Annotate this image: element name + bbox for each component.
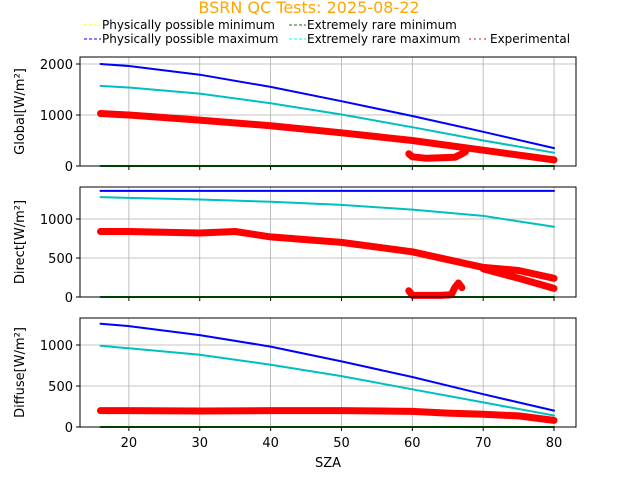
panel-diffuse: 0 500 1000 20 30 40 50 60 70 80 Diffuse[W/m²] [13, 317, 577, 451]
series-experimental-secondary [405, 279, 466, 299]
x-tick-label: 40 [262, 436, 279, 451]
legend-label: Extremely rare minimum [307, 18, 457, 32]
legend-label: Physically possible maximum [102, 32, 278, 46]
y-tick-label: 2000 [40, 58, 73, 73]
y-tick-label: 500 [48, 380, 73, 395]
y-axis-label: Direct[W/m²] [13, 200, 28, 284]
series-extremely-rare-maximum [99, 84, 555, 154]
x-tick-label: 60 [404, 436, 421, 451]
x-axis-label: SZA [315, 456, 341, 471]
legend-label: Extremely rare maximum [307, 32, 460, 46]
series-experimental-secondary [405, 148, 469, 162]
series-extremely-rare-maximum [99, 344, 555, 417]
axes-frame [79, 317, 577, 428]
y-tick-label: 500 [48, 252, 73, 267]
legend-entry: Extremely rare minimum [289, 18, 457, 32]
series-experimental [97, 110, 558, 164]
x-tick-label: 70 [475, 436, 492, 451]
y-tick-label: 0 [65, 421, 73, 436]
x-tick-label: 80 [546, 436, 563, 451]
panel-global: 0 1000 2000 Global[W/m²] [13, 56, 577, 175]
legend-entry: Physically possible minimum [84, 18, 275, 32]
axes-frame [79, 56, 577, 167]
y-tick-label: 0 [65, 291, 73, 306]
panel-direct: 0 500 1000 Direct[W/m²] [13, 186, 577, 306]
series-experimental [97, 407, 558, 424]
x-tick-label: 20 [121, 436, 138, 451]
series-experimental-lower-branch [479, 265, 558, 292]
legend-label: Experimental [490, 32, 570, 46]
series-experimental [97, 228, 558, 282]
x-tick-label: 30 [191, 436, 208, 451]
y-tick-label: 1000 [40, 213, 73, 228]
axes-frame [79, 186, 577, 298]
x-tick-label: 50 [333, 436, 350, 451]
y-tick-label: 1000 [40, 109, 73, 124]
chart-title: BSRN QC Tests: 2025-08-22 [198, 0, 419, 17]
legend-entry: Experimental [469, 32, 570, 46]
legend-entry: Extremely rare maximum [289, 32, 460, 46]
series-extremely-rare-maximum [99, 196, 555, 228]
legend-entry: Physically possible maximum [84, 32, 278, 46]
legend-label: Physically possible minimum [102, 18, 275, 32]
y-tick-label: 0 [65, 160, 73, 175]
legend: Physically possible minimum Extremely rar… [84, 18, 570, 46]
series-physically-possible-maximum [99, 63, 555, 150]
y-tick-label: 1000 [40, 339, 73, 354]
y-axis-label: Diffuse[W/m²] [13, 327, 28, 418]
y-axis-label: Global[W/m²] [13, 68, 28, 155]
series-physically-possible-maximum [99, 322, 555, 412]
